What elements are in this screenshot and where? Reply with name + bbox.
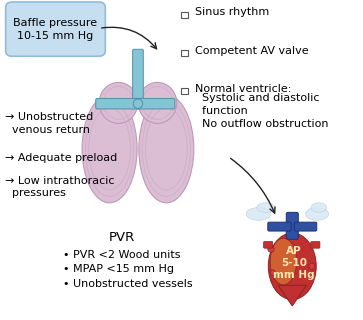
Text: Sinus rhythm: Sinus rhythm — [195, 7, 269, 18]
Ellipse shape — [268, 245, 274, 252]
Text: • PVR <2 Wood units
• MPAP <15 mm Hg
• Unobstructed vessels: • PVR <2 Wood units • MPAP <15 mm Hg • U… — [64, 250, 193, 289]
Text: → Low intrathoracic
  pressures: → Low intrathoracic pressures — [5, 176, 114, 198]
FancyBboxPatch shape — [6, 2, 105, 56]
Text: → Unobstructed
  venous return: → Unobstructed venous return — [5, 112, 93, 135]
Ellipse shape — [257, 203, 274, 212]
Ellipse shape — [268, 233, 316, 300]
Ellipse shape — [311, 203, 327, 212]
Ellipse shape — [138, 83, 177, 124]
FancyBboxPatch shape — [294, 222, 317, 231]
Ellipse shape — [82, 95, 137, 203]
FancyBboxPatch shape — [311, 242, 320, 248]
Text: Systolic and diastolic
  function
  No outflow obstruction: Systolic and diastolic function No outfl… — [195, 92, 328, 129]
Bar — [180, 12, 188, 18]
Ellipse shape — [270, 270, 275, 276]
Text: AP
5-10
mm Hg: AP 5-10 mm Hg — [273, 246, 315, 281]
Text: → Adequate preload: → Adequate preload — [5, 153, 117, 164]
Text: Normal ventricle:: Normal ventricle: — [195, 84, 291, 94]
FancyBboxPatch shape — [132, 49, 143, 104]
FancyBboxPatch shape — [268, 222, 291, 231]
Ellipse shape — [139, 95, 194, 203]
Bar — [180, 50, 188, 56]
FancyBboxPatch shape — [96, 99, 141, 109]
Text: Baffle pressure
10-15 mm Hg: Baffle pressure 10-15 mm Hg — [13, 18, 98, 41]
Ellipse shape — [309, 263, 315, 269]
Bar — [180, 88, 188, 94]
FancyBboxPatch shape — [286, 212, 298, 239]
Ellipse shape — [246, 208, 271, 220]
FancyBboxPatch shape — [264, 242, 273, 248]
Ellipse shape — [270, 238, 297, 285]
Ellipse shape — [99, 83, 138, 124]
Ellipse shape — [306, 208, 329, 220]
Text: Competent AV valve: Competent AV valve — [195, 45, 308, 56]
FancyBboxPatch shape — [136, 99, 175, 109]
Ellipse shape — [133, 99, 143, 108]
Text: PVR: PVR — [109, 231, 135, 244]
Polygon shape — [278, 285, 306, 306]
